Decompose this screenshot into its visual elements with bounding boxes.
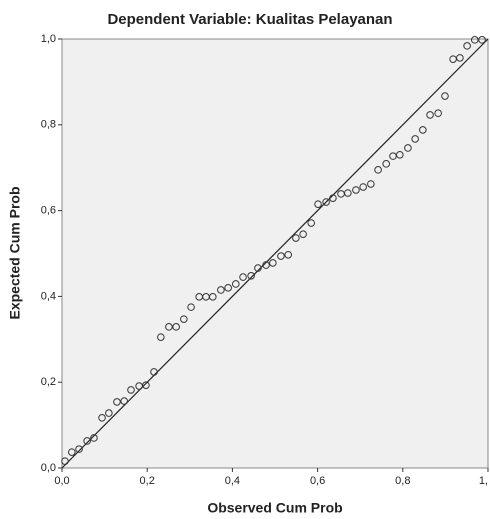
y-tick-label: 1,0	[41, 33, 56, 45]
point	[142, 381, 150, 390]
x-tick-label: 0,0	[54, 475, 69, 487]
point	[61, 457, 69, 465]
point	[98, 414, 106, 422]
point	[165, 323, 173, 331]
point	[277, 252, 285, 260]
x-tick-label: 0,4	[225, 475, 240, 487]
point	[419, 126, 427, 134]
point	[352, 186, 360, 194]
point	[232, 280, 240, 288]
point	[359, 183, 367, 191]
point	[329, 194, 337, 202]
point	[224, 284, 232, 292]
point	[314, 200, 322, 208]
point	[396, 151, 404, 159]
point	[344, 189, 352, 197]
point	[478, 36, 486, 44]
chart-title: Dependent Variable: Kualitas Pelayanan	[107, 11, 392, 28]
point	[150, 368, 158, 376]
point	[254, 264, 262, 272]
point	[187, 303, 195, 311]
point	[307, 219, 316, 227]
point	[127, 386, 135, 394]
point	[269, 259, 277, 267]
y-tick-label: 0,2	[41, 376, 56, 388]
point	[209, 293, 217, 301]
point	[120, 397, 128, 405]
y-tick-label: 0,4	[41, 290, 56, 302]
point	[441, 92, 449, 100]
point	[411, 135, 419, 143]
x-tick-label: 0,2	[140, 475, 155, 487]
y-axis-label: Expected Cum Prob	[7, 186, 23, 319]
point	[470, 36, 479, 44]
point	[292, 234, 300, 242]
point	[463, 42, 471, 50]
point	[83, 437, 91, 445]
x-axis-label: Observed Cum Prob	[207, 500, 342, 516]
point	[75, 445, 83, 453]
y-tick-label: 0,8	[41, 119, 56, 131]
x-tick-label: 0,6	[310, 475, 325, 487]
point	[374, 166, 382, 174]
point	[105, 409, 113, 417]
point	[456, 54, 464, 62]
point	[90, 434, 98, 442]
point	[284, 250, 293, 259]
point	[426, 111, 434, 119]
point	[67, 448, 76, 456]
point	[239, 273, 247, 281]
reference-line	[61, 38, 489, 469]
x-tick-label: 0,8	[395, 475, 410, 487]
point	[113, 398, 121, 406]
point	[404, 144, 412, 152]
y-tick-label: 0,0	[41, 462, 56, 474]
point	[262, 261, 270, 269]
point	[247, 272, 255, 280]
point	[322, 198, 330, 206]
point	[382, 160, 390, 168]
point	[367, 180, 375, 188]
point	[217, 286, 225, 294]
point	[157, 333, 165, 341]
x-tick-label: 1,	[479, 475, 488, 487]
point	[434, 109, 442, 118]
point	[180, 315, 188, 323]
point	[299, 230, 307, 238]
y-tick-label: 0,6	[41, 205, 56, 217]
point	[172, 323, 180, 331]
